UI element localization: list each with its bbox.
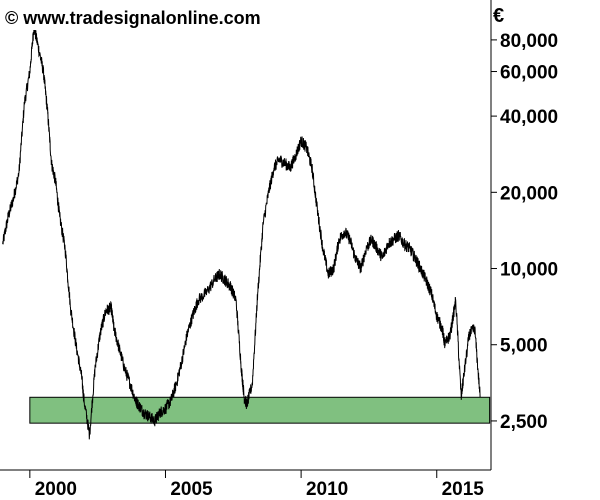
- x-tick-label: 2005: [170, 479, 213, 500]
- price-line: [2, 25, 481, 440]
- watermark-text: © www.tradesignalonline.com: [5, 8, 261, 28]
- y-tick-label: 80,000: [500, 31, 558, 52]
- x-tick-label: 2000: [35, 479, 77, 500]
- y-tick-label: 20,000: [500, 183, 558, 204]
- y-tick-label: 5,000: [500, 336, 548, 357]
- y-tick-label: 60,000: [500, 63, 558, 84]
- x-tick-label: 2010: [306, 479, 348, 500]
- y-tick-label: 2,500: [500, 412, 548, 433]
- y-tick-label: 10,000: [500, 260, 558, 281]
- support-zone: [29, 396, 491, 424]
- x-tick-label: 2015: [442, 479, 485, 500]
- watermark-background: [0, 2, 318, 30]
- y-unit-label: €: [493, 5, 504, 27]
- y-tick-label: 40,000: [500, 107, 558, 128]
